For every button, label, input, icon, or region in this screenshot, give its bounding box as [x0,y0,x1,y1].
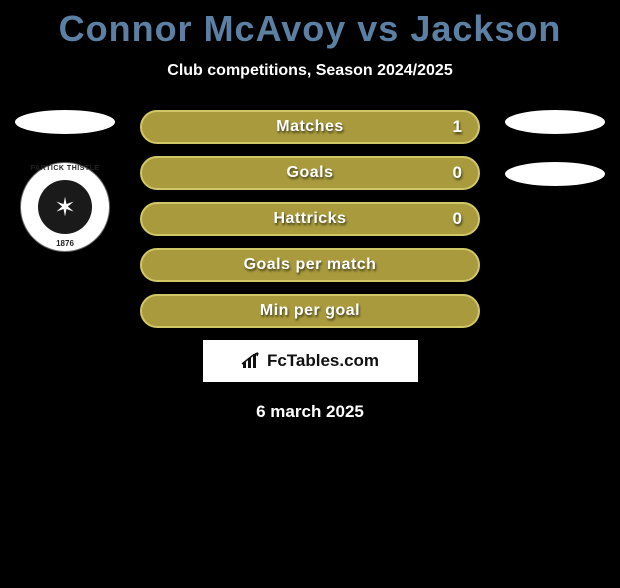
thistle-icon: ✶ [54,192,76,223]
branding-box: FcTables.com [203,340,418,382]
stat-row: Goals per match [140,248,480,282]
stat-label: Goals [287,164,334,182]
player-slot-oval [505,110,605,134]
stat-value-right: 1 [453,117,462,137]
stat-value-right: 0 [453,209,462,229]
player-slot-oval [15,110,115,134]
club-crest: PARTICK THISTLE ✶ 1876 [20,162,110,252]
stat-row: Min per goal [140,294,480,328]
right-player-column [500,110,610,198]
subtitle: Club competitions, Season 2024/2025 [0,62,620,80]
stat-label: Hattricks [274,210,347,228]
crest-text-top: PARTICK THISTLE [21,165,109,172]
stat-label: Goals per match [244,256,377,274]
crest-text-bottom: 1876 [21,239,109,248]
page-title: Connor McAvoy vs Jackson [0,8,620,50]
date-label: 6 march 2025 [0,402,620,422]
crest-ring: PARTICK THISTLE ✶ 1876 [20,162,110,252]
stat-label: Min per goal [260,302,360,320]
left-player-column: PARTICK THISTLE ✶ 1876 [10,110,120,252]
stat-row: Hattricks 0 [140,202,480,236]
player-slot-oval [505,162,605,186]
stat-row: Matches 1 [140,110,480,144]
main-area: PARTICK THISTLE ✶ 1876 Matches1Goals0Hat… [0,110,620,422]
crest-inner: ✶ [38,180,92,234]
stat-label: Matches [276,118,344,136]
stats-column: Matches 1 Goals 0 Hattricks 0 Goals per match M… [140,110,480,328]
branding-text: FcTables.com [267,351,379,371]
stat-row: Goals 0 [140,156,480,190]
stat-value-right: 0 [453,163,462,183]
chart-icon [241,352,261,370]
